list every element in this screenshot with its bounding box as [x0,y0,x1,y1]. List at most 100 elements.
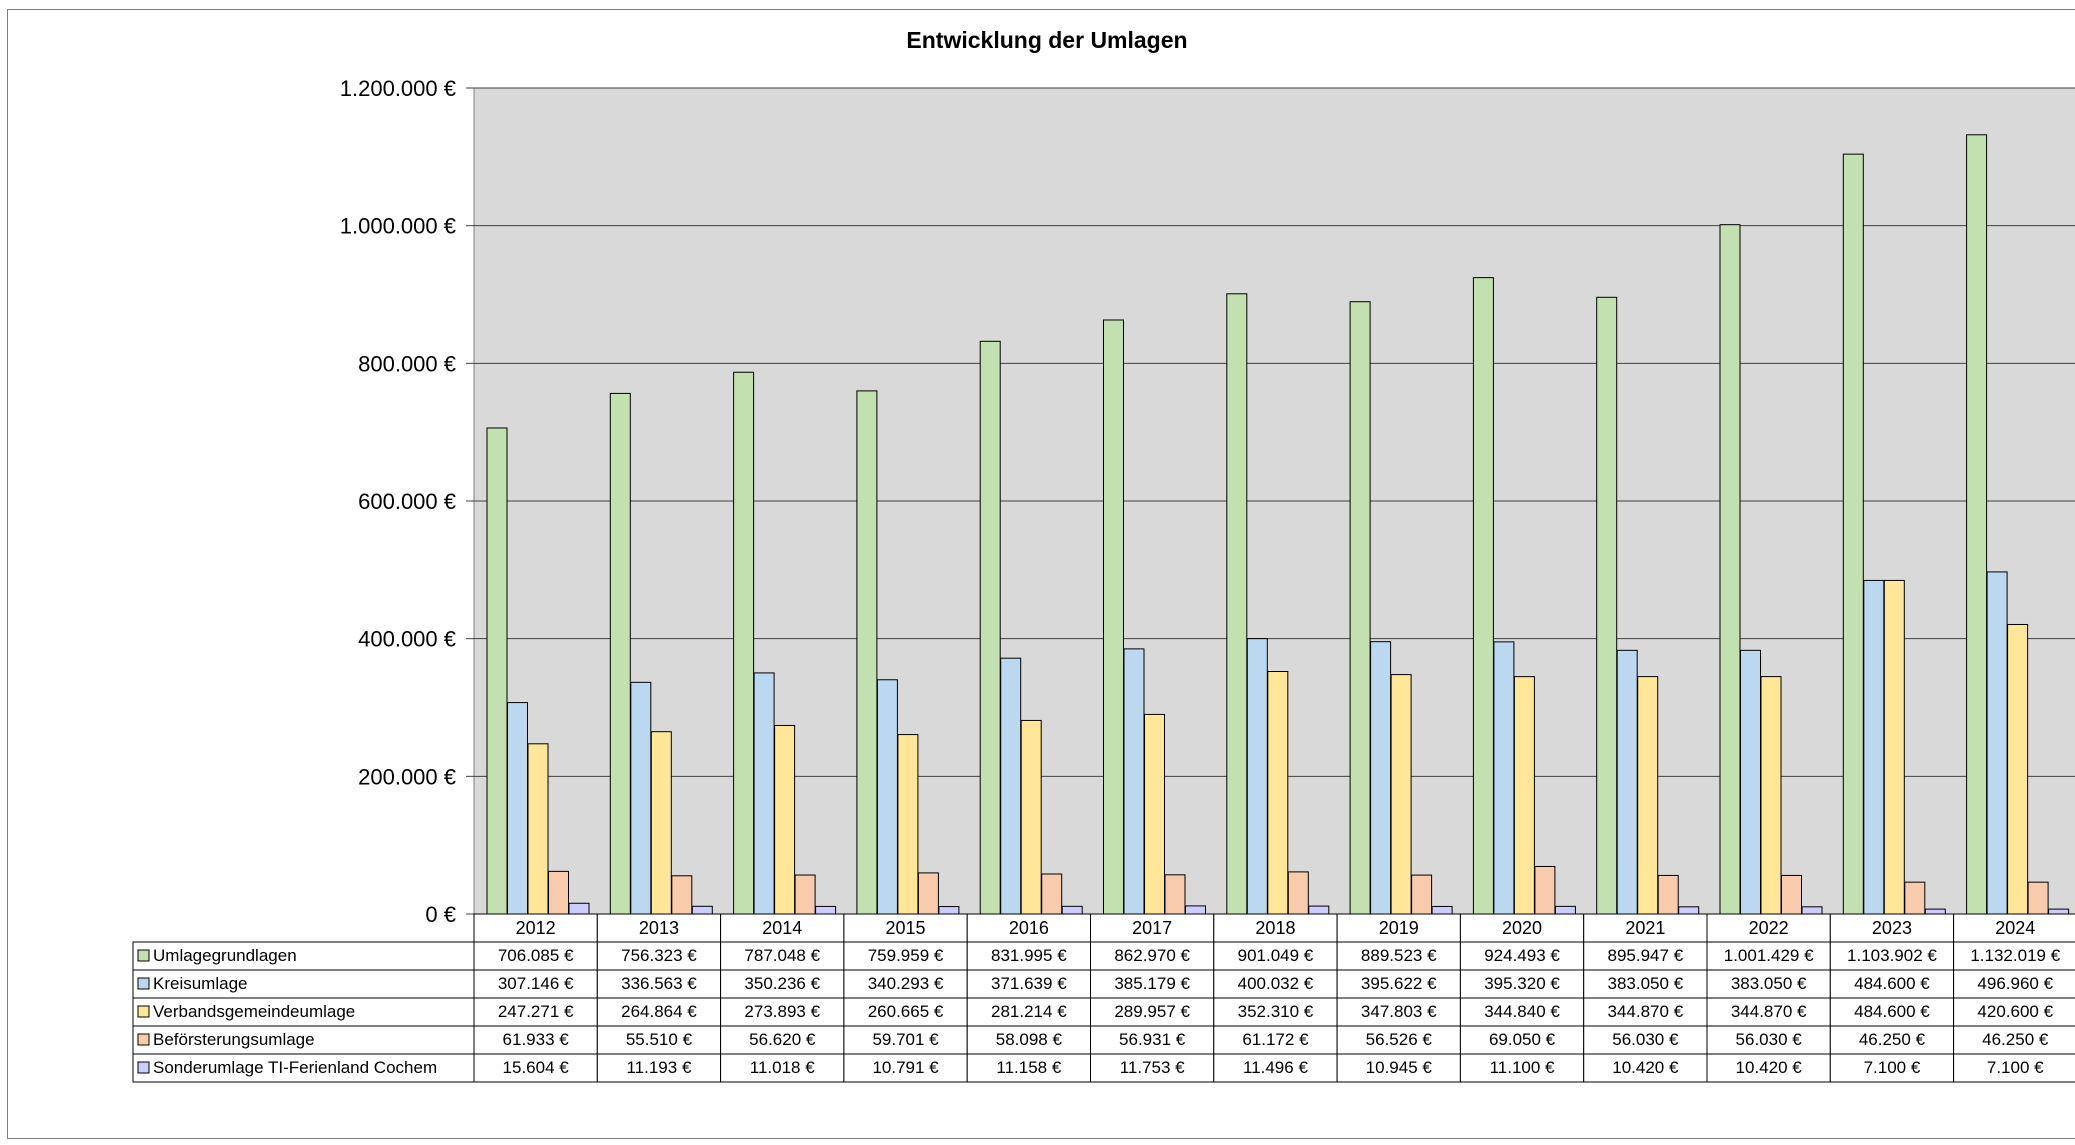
table-value-cell [1336,997,1461,1027]
data-value-label: 759.959 € [868,946,944,965]
data-value-label: 11.193 € [626,1058,691,1077]
data-value-label: 69.050 € [1489,1030,1556,1049]
data-value-label: 11.753 € [1120,1058,1185,1077]
data-value-label: 336.563 € [621,974,697,993]
table-value-cell [1336,1025,1461,1055]
x-category-label: 2023 [1872,918,1912,938]
x-category-label: 2024 [1995,918,2035,938]
bar-3-2024 [2007,623,2029,915]
bar-5-2018 [1308,905,1330,915]
table-value-cell [473,997,598,1027]
table-value-cell [1336,941,1461,971]
x-category-label: 2022 [1749,918,1789,938]
y-tick-label: 200.000 € [358,764,456,789]
y-tick-label: 1.200.000 € [340,76,456,101]
data-value-label: 15.604 € [503,1058,570,1077]
table-header-cell [1090,913,1215,943]
bar-4-2018 [1287,871,1309,915]
bar-4-2020 [1534,865,1556,915]
table-header-cell [720,913,845,943]
table-header-cell [1829,913,1955,943]
data-value-label: 400.032 € [1238,974,1314,993]
table-value-cell [1953,997,2075,1027]
table-header-cell [1336,913,1461,943]
bar-1-2018 [1226,293,1248,915]
data-value-label: 395.622 € [1361,974,1437,993]
data-value-label: 344.870 € [1731,1002,1807,1021]
data-value-label: 901.049 € [1238,946,1314,965]
table-value-cell [1336,1053,1461,1083]
bar-4-2024 [2027,881,2049,915]
data-value-label: 1.001.429 € [1724,946,1814,965]
bar-2-2014 [753,672,775,915]
bar-2-2018 [1246,638,1268,915]
data-value-label: 61.933 € [503,1030,570,1049]
x-category-label: 2014 [762,918,802,938]
data-value-label: 350.236 € [744,974,820,993]
bar-3-2020 [1513,676,1535,915]
legend-key [137,1033,150,1046]
y-tick-label: 600.000 € [358,489,456,514]
legend-key [137,1061,150,1074]
legend-key [137,1005,150,1018]
data-value-label: 55.510 € [626,1030,693,1049]
data-value-label: 56.620 € [749,1030,816,1049]
x-category-label: 2021 [1625,918,1665,938]
data-value-label: 11.100 € [1490,1058,1555,1077]
data-value-label: 347.803 € [1361,1002,1437,1021]
table-value-cell [473,1025,598,1055]
table-header-cell [966,913,1092,943]
series-name-label: Beförsterungsumlage [153,1030,315,1049]
data-value-label: 831.995 € [991,946,1067,965]
data-value-label: 344.870 € [1608,1002,1684,1021]
table-value-cell [1459,941,1585,971]
table-value-cell [1829,1053,1955,1083]
bar-1-2023 [1842,153,1864,915]
bar-3-2012 [527,743,549,915]
table-value-cell [1829,941,1955,971]
bar-5-2023 [1924,908,1946,915]
bar-4-2023 [1904,881,1926,915]
series-name-label: Verbandsgemeindeumlage [153,1002,355,1021]
bar-3-2014 [774,724,796,915]
table-value-cell [966,1025,1092,1055]
x-category-label: 2012 [516,918,556,938]
bar-1-2015 [856,390,878,915]
data-value-label: 56.931 € [1119,1030,1186,1049]
series-name-label: Sonderumlage TI-Ferienland Cochem [153,1058,437,1077]
bar-5-2021 [1678,906,1700,915]
x-category-label: 2019 [1379,918,1419,938]
table-value-cell [966,1053,1092,1083]
bar-1-2022 [1719,224,1741,915]
table-value-cell [596,997,722,1027]
y-tick-label: 400.000 € [358,627,456,652]
table-value-cell [1213,1025,1338,1055]
data-value-label: 61.172 € [1242,1030,1309,1049]
table-value-cell [1953,941,2075,971]
bar-4-2014 [794,874,816,915]
data-value-label: 58.098 € [996,1030,1063,1049]
legend-key [137,949,150,962]
bar-3-2023 [1883,579,1905,915]
data-value-label: 895.947 € [1608,946,1684,965]
bar-1-2021 [1596,296,1618,915]
series-name-label: Umlagegrundlagen [153,946,297,965]
bar-2-2024 [1986,571,2008,915]
bar-1-2019 [1349,301,1371,915]
data-value-label: 46.250 € [1859,1030,1926,1049]
bar-1-2013 [609,392,631,915]
table-value-cell [473,941,598,971]
data-value-label: 11.158 € [996,1058,1061,1077]
bar-4-2017 [1164,874,1186,915]
bar-4-2019 [1411,874,1433,915]
table-value-cell [1090,1025,1215,1055]
data-value-label: 264.864 € [621,1002,697,1021]
data-value-label: 352.310 € [1238,1002,1314,1021]
bar-5-2016 [1061,905,1083,915]
table-series-name-cell [132,969,475,999]
bar-4-2015 [917,872,939,915]
bar-3-2013 [650,731,672,915]
table-value-cell [1706,1025,1831,1055]
table-series-name-cell [132,997,475,1027]
data-value-label: 56.030 € [1612,1030,1679,1049]
